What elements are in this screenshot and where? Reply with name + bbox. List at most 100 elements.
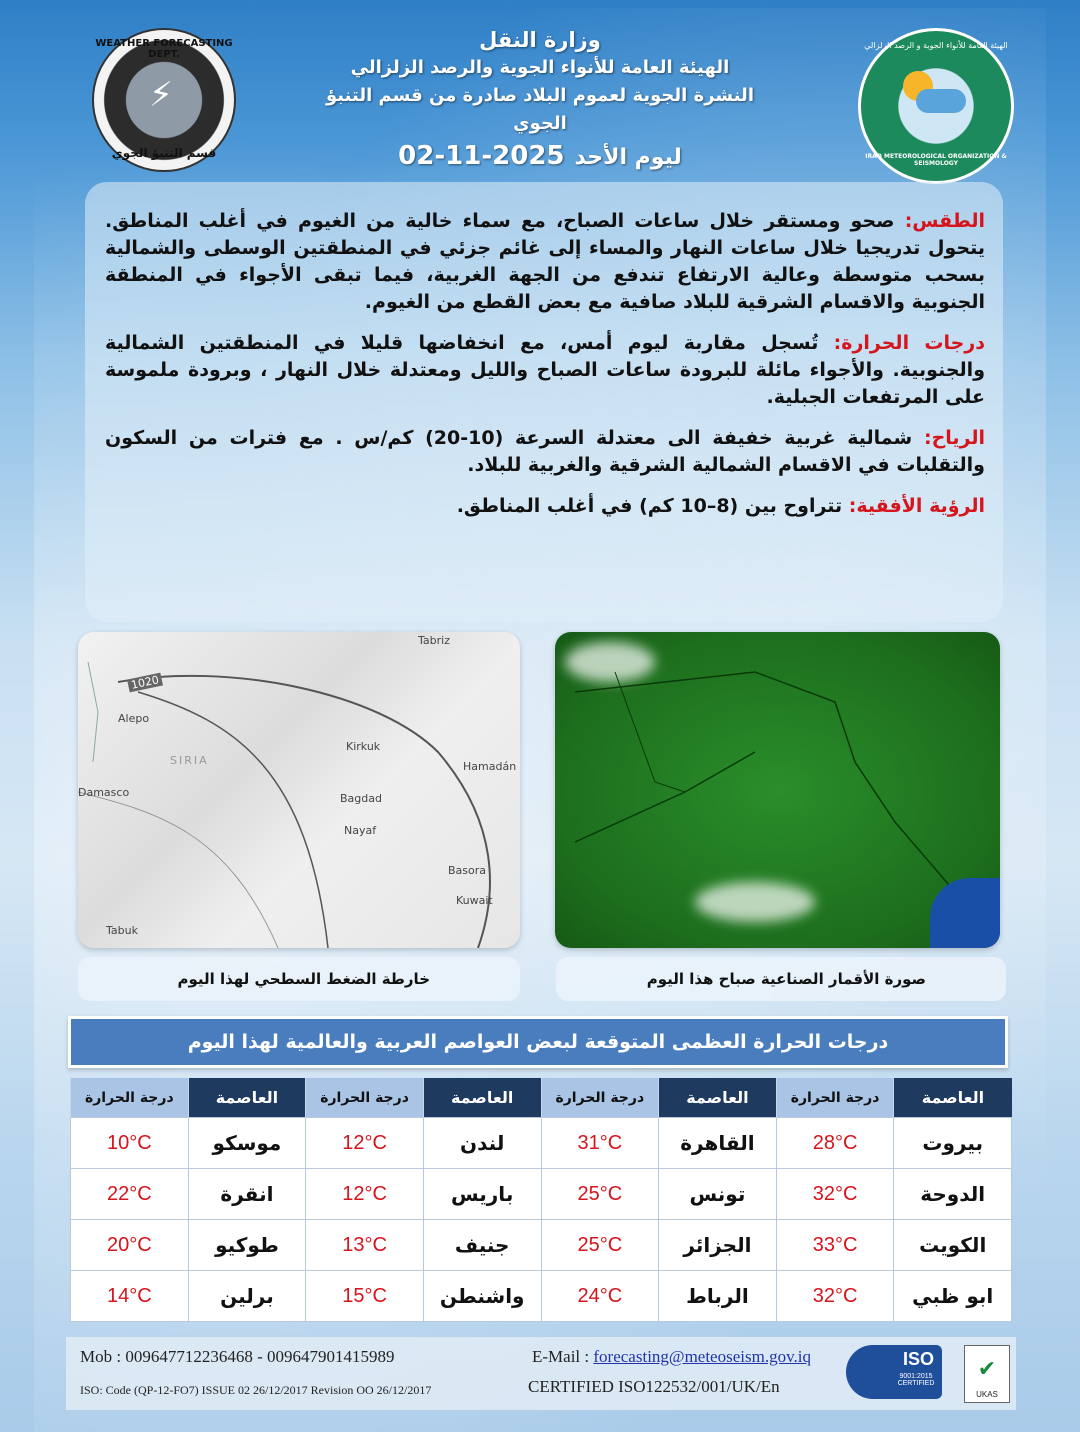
city-cell: جنيف xyxy=(422,1219,542,1271)
temp-column-header: درجة الحرارة xyxy=(775,1078,894,1118)
map-label: Kuwait xyxy=(456,894,493,907)
email-link[interactable]: forecasting@meteoseism.gov.iq xyxy=(593,1347,811,1366)
iso-certified-badge: ISO 9001:2015 CERTIFIED xyxy=(846,1345,942,1399)
table-header-row: العاصمة درجة الحرارة العاصمة درجة الحرار… xyxy=(70,1078,1012,1118)
city-cell: باريس xyxy=(422,1168,542,1220)
persian-gulf xyxy=(930,878,1000,948)
temp-column-header: درجة الحرارة xyxy=(70,1078,189,1118)
city-cell: الكويت xyxy=(893,1219,1012,1271)
pressure-map-caption: خارطة الضغط السطحي لهذا اليوم xyxy=(78,957,520,1001)
city-column-header: العاصمة xyxy=(422,1078,541,1118)
wind-paragraph: الرياح: شمالية غربية خفيفة الى معتدلة ال… xyxy=(105,425,985,479)
temperature-cell: 24°C xyxy=(540,1270,660,1322)
city-cell: انقرة xyxy=(187,1168,307,1220)
bulletin-title: النشرة الجوية لعموم البلاد صادرة من قسم … xyxy=(326,85,754,134)
satellite-caption: صورة الأقمار الصناعية صباح هذا اليوم xyxy=(556,957,1006,1001)
logo-ring-text: WEATHER FORECASTING DEPT. xyxy=(95,38,233,60)
iso-badge-subtext: 9001:2015 CERTIFIED xyxy=(897,1373,935,1387)
city-cell: موسكو xyxy=(187,1117,307,1169)
table-row: ابو ظبي 32°C الرباط 24°C واشنطن 15°C برلين 14°C xyxy=(70,1270,1012,1322)
city-cell: الرباط xyxy=(658,1270,777,1322)
map-label: Damasco xyxy=(78,786,130,799)
temperature-cell: 12°C xyxy=(305,1168,424,1220)
temperature-cell: 14°C xyxy=(70,1270,189,1322)
city-cell: ابو ظبي xyxy=(893,1270,1012,1322)
temperature-cell: 25°C xyxy=(540,1168,660,1220)
cloud-cover xyxy=(695,882,815,922)
cloud-icon xyxy=(916,89,966,113)
city-cell: لندن xyxy=(422,1117,542,1169)
wind-text: شمالية غربية خفيفة الى معتدلة السرعة (10… xyxy=(105,427,985,476)
map-label: Basora xyxy=(448,864,487,877)
weather-paragraph: الطقس: صحو ومستقر خلال ساعات الصباح، مع … xyxy=(105,208,985,316)
day-label: ليوم الأحد xyxy=(574,145,682,170)
satellite-caption-text: صورة الأقمار الصناعية صباح هذا اليوم xyxy=(646,970,926,988)
logo-arabic-text: الهيئة العامة للأنواء الجوية و الرصد الز… xyxy=(864,41,1008,50)
organization-title: الهيئة العامة للأنواء الجوية والرصد الزل… xyxy=(350,57,730,78)
forecast-panel xyxy=(85,182,1003,622)
pressure-caption-text: خارطة الضغط السطحي لهذا اليوم xyxy=(177,970,430,988)
city-cell: طوكيو xyxy=(187,1219,307,1271)
forecasting-dept-logo: WEATHER FORECASTING DEPT. ⚡ قسم التنبؤ ا… xyxy=(92,28,236,172)
city-cell: واشنطن xyxy=(422,1270,542,1322)
temperature-cell: 32°C xyxy=(775,1168,895,1220)
city-cell: القاهرة xyxy=(658,1117,777,1169)
city-column-header: العاصمة xyxy=(658,1078,777,1118)
temperature-cell: 10°C xyxy=(70,1117,189,1169)
certification: CERTIFIED ISO122532/001/UK/En xyxy=(528,1377,780,1396)
city-cell: بيروت xyxy=(893,1117,1012,1169)
city-cell: برلين xyxy=(187,1270,307,1322)
city-column-header: العاصمة xyxy=(893,1078,1012,1118)
table-row: بيروت 28°C القاهرة 31°C لندن 12°C موسكو 10°C xyxy=(70,1117,1012,1169)
temperature-cell: 32°C xyxy=(775,1270,895,1322)
satellite-image xyxy=(555,632,1000,948)
temperature-cell: 13°C xyxy=(305,1219,424,1271)
visibility-text: تتراوح بين (8–10 كم) في أغلب المناطق. xyxy=(456,495,849,517)
isobar-lines xyxy=(78,661,491,948)
bulletin-date-line: ليوم الأحد 2025-11-02 xyxy=(300,142,780,172)
temperature-paragraph: درجات الحرارة: تُسجل مقاربة ليوم أمس، مع… xyxy=(105,330,985,411)
city-cell: تونس xyxy=(658,1168,777,1220)
map-label: Nayaf xyxy=(344,824,377,837)
visibility-paragraph: الرؤية الأفقية: تتراوح بين (8–10 كم) في … xyxy=(105,493,985,520)
temperature-cell: 20°C xyxy=(70,1219,189,1271)
temperature-cell: 22°C xyxy=(70,1168,189,1220)
temperature-cell: 33°C xyxy=(775,1219,895,1271)
wind-label: الرياح: xyxy=(923,427,985,449)
temperature-text: تُسجل مقاربة ليوم أمس، مع انخفاضها قليلا… xyxy=(105,332,985,408)
footer: Mob : 009647712236468 - 009647901415989 … xyxy=(66,1337,1016,1410)
check-icon: ✔ xyxy=(977,1356,997,1381)
weather-label: الطقس: xyxy=(904,210,985,232)
temperature-table-title: درجات الحرارة العظمى المتوقعة لبعض العوا… xyxy=(68,1016,1008,1068)
iso-badge-text: ISO xyxy=(902,1349,934,1369)
temp-column-header: درجة الحرارة xyxy=(540,1078,659,1118)
temperature-cell: 12°C xyxy=(305,1117,424,1169)
header: وزارة النقل الهيئة العامة للأنواء الجوية… xyxy=(300,26,780,172)
country-borders xyxy=(574,671,956,893)
map-label: Kirkuk xyxy=(346,740,381,753)
lightning-icon: ⚡ xyxy=(149,75,173,115)
bulletin-date: 2025-11-02 xyxy=(398,141,565,171)
weather-text: صحو ومستقر خلال ساعات الصباح، مع سماء خا… xyxy=(105,210,985,313)
logo-bottom-text: قسم التنبؤ الجوي xyxy=(111,146,217,160)
temperature-cell: 28°C xyxy=(775,1117,895,1169)
ukas-badge: ✔ UKAS xyxy=(964,1345,1010,1403)
temp-column-header: درجة الحرارة xyxy=(305,1078,424,1118)
ministry-title: وزارة النقل xyxy=(479,28,601,52)
logo-english-text: IRAQ METEOROLOGICAL ORGANIZATION & SEISM… xyxy=(865,153,1007,167)
iso-code: ISO: Code (QP-12-FO7) ISSUE 02 26/12/201… xyxy=(80,1383,432,1397)
ukas-text: UKAS xyxy=(976,1390,998,1399)
table-row: الدوحة 32°C تونس 25°C باريس 12°C انقرة 22°C xyxy=(70,1168,1012,1220)
meteorological-organization-logo: الهيئة العامة للأنواء الجوية و الرصد الز… xyxy=(858,28,1014,184)
city-column-header: العاصمة xyxy=(187,1078,306,1118)
city-cell: الدوحة xyxy=(893,1168,1012,1220)
forecast-text: الطقس: صحو ومستقر خلال ساعات الصباح، مع … xyxy=(105,208,985,534)
table-row: الكويت 33°C الجزائر 25°C جنيف 13°C طوكيو 20°C xyxy=(70,1219,1012,1271)
temperature-cell: 15°C xyxy=(305,1270,424,1322)
mobile-numbers: Mob : 009647712236468 - 009647901415989 xyxy=(80,1347,395,1366)
visibility-label: الرؤية الأفقية: xyxy=(848,495,985,517)
map-label: Bagdad xyxy=(340,792,382,805)
surface-pressure-map: Tabriz 1020 Alepo Kirkuk SIRIA Hamadán D… xyxy=(78,632,520,948)
email-line: E-Mail : forecasting@meteoseism.gov.iq xyxy=(532,1347,811,1367)
temperature-cell: 25°C xyxy=(540,1219,660,1271)
